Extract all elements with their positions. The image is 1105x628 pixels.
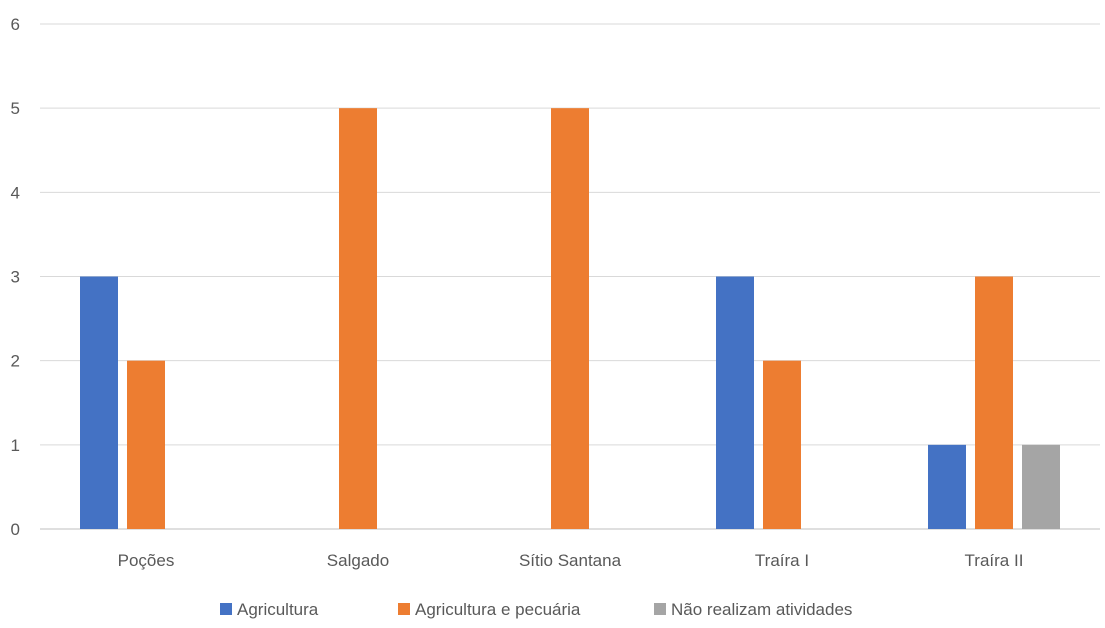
x-tick-label: Salgado: [327, 551, 389, 570]
legend-label: Agricultura e pecuária: [415, 600, 581, 619]
legend-swatch: [654, 603, 666, 615]
bar-agricultura-e-pecu-ria-0: [127, 360, 165, 529]
y-tick-label: 5: [11, 99, 20, 118]
legend-label: Agricultura: [237, 600, 319, 619]
bar-agricultura-e-pecu-ria-3: [763, 360, 801, 529]
y-tick-label: 3: [11, 268, 20, 287]
bar-n-o-realizam-atividades-4: [1022, 444, 1060, 529]
bar-agricultura-3: [716, 276, 754, 529]
x-axis-tick-labels: Poções Salgado Sítio Santana Traíra I Traíra…: [118, 551, 1024, 570]
x-tick-label: Traíra II: [965, 551, 1024, 570]
y-tick-label: 6: [11, 15, 20, 34]
y-axis-tick-labels: 0 1 2 3 4 5 6: [11, 15, 20, 539]
bar-agricultura-e-pecu-ria-2: [551, 108, 589, 530]
bars: [80, 108, 1060, 530]
legend-label: Não realizam atividades: [671, 600, 852, 619]
legend-swatch: [220, 603, 232, 615]
y-tick-label: 0: [11, 520, 20, 539]
legend-swatch: [398, 603, 410, 615]
y-tick-label: 1: [11, 436, 20, 455]
x-tick-label: Poções: [118, 551, 175, 570]
bar-agricultura-0: [80, 276, 118, 529]
legend: Agricultura Agricultura e pecuária Não rea…: [220, 600, 852, 619]
bar-agricultura-e-pecu-ria-4: [975, 276, 1013, 529]
y-tick-label: 2: [11, 352, 20, 371]
x-tick-label: Sítio Santana: [519, 551, 622, 570]
bar-agricultura-e-pecu-ria-1: [339, 108, 377, 530]
y-tick-label: 4: [11, 183, 20, 202]
x-tick-label: Traíra I: [755, 551, 809, 570]
bar-agricultura-4: [928, 444, 966, 529]
